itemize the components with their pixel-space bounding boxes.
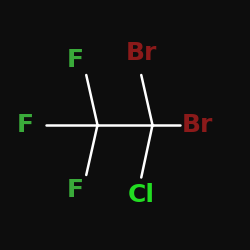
Text: Cl: Cl	[128, 183, 155, 207]
Text: F: F	[66, 178, 84, 202]
Text: Br: Br	[182, 113, 213, 137]
Text: F: F	[66, 48, 84, 72]
Text: F: F	[16, 113, 34, 137]
Text: Br: Br	[126, 40, 157, 64]
